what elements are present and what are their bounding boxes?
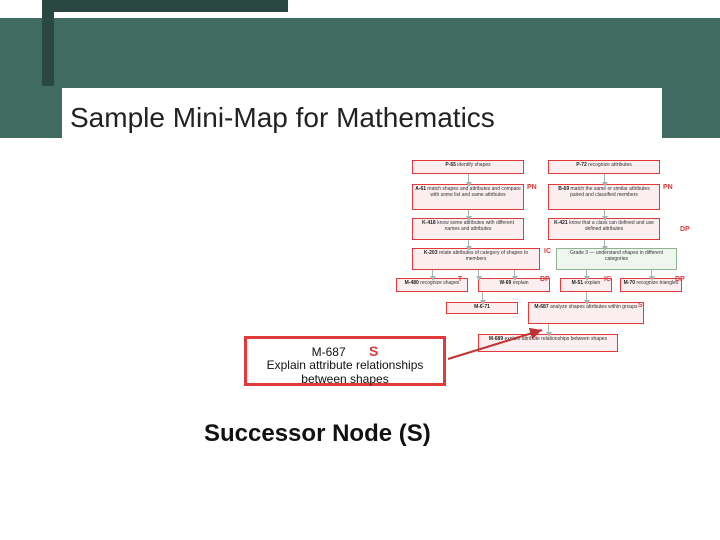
slide: Sample Mini-Map for Mathematics P-65 ide… <box>0 0 720 540</box>
title-box: Sample Mini-Map for Mathematics <box>62 88 662 148</box>
minimap-arrowhead-icon <box>584 300 590 305</box>
minimap-tag: T <box>458 276 462 283</box>
minimap-arrowhead-icon <box>602 216 608 221</box>
minimap-arrowhead-icon <box>649 276 655 281</box>
minimap-node: P-72 recognize attributes <box>548 160 660 174</box>
minimap-tag: PN <box>527 184 537 191</box>
callout-text: Explain attribute relationships between … <box>251 359 439 387</box>
minimap-arrowhead-icon <box>546 332 552 337</box>
minimap-arrowhead-icon <box>584 276 590 281</box>
minimap-node: M-687 analyze shapes attributes within g… <box>528 302 644 324</box>
minimap-tag: IC <box>604 276 611 283</box>
minimap-tag: IC <box>544 248 551 255</box>
minimap-tag: DP <box>675 276 685 283</box>
minimap-tag: DP <box>540 276 550 283</box>
page-title: Sample Mini-Map for Mathematics <box>70 102 495 134</box>
minimap-tag: PN <box>663 184 673 191</box>
minimap-arrowhead-icon <box>430 276 436 281</box>
minimap-node: Grade 3 — understand shapes in different… <box>556 248 677 270</box>
callout-header-row: M-687 S <box>251 343 439 359</box>
minimap-arrowhead-icon <box>602 182 608 187</box>
minimap-diagram: P-65 identify shapes P-72 recognize attri… <box>396 160 686 350</box>
successor-node-callout: M-687 S Explain attribute relationships … <box>244 336 446 386</box>
caption: Successor Node (S) <box>204 420 431 448</box>
corner-accent-horizontal <box>42 0 288 12</box>
minimap-arrowhead-icon <box>466 182 472 187</box>
minimap-arrowhead-icon <box>602 246 608 251</box>
minimap-arrowhead-icon <box>476 276 482 281</box>
minimap-node: K-421 know that a class can defined and … <box>548 218 660 240</box>
corner-accent-vertical <box>42 0 54 86</box>
minimap-node: K-418 know some attributes with differen… <box>412 218 524 240</box>
minimap-tag: S <box>638 302 643 309</box>
minimap-node: K-203 relate attributes of category of s… <box>412 248 540 270</box>
minimap-arrowhead-icon <box>466 216 472 221</box>
callout-code: M-687 <box>312 345 346 359</box>
minimap-arrowhead-icon <box>480 300 486 305</box>
minimap-tag: DP <box>680 226 690 233</box>
minimap-arrowhead-icon <box>466 246 472 251</box>
minimap-node: P-65 identify shapes <box>412 160 524 174</box>
minimap-node: B-69 match the same or similar attribute… <box>548 184 660 210</box>
minimap-arrowhead-icon <box>512 276 518 281</box>
callout-tag: S <box>369 343 378 359</box>
minimap-node: A-61 match shapes and attributes and com… <box>412 184 524 210</box>
